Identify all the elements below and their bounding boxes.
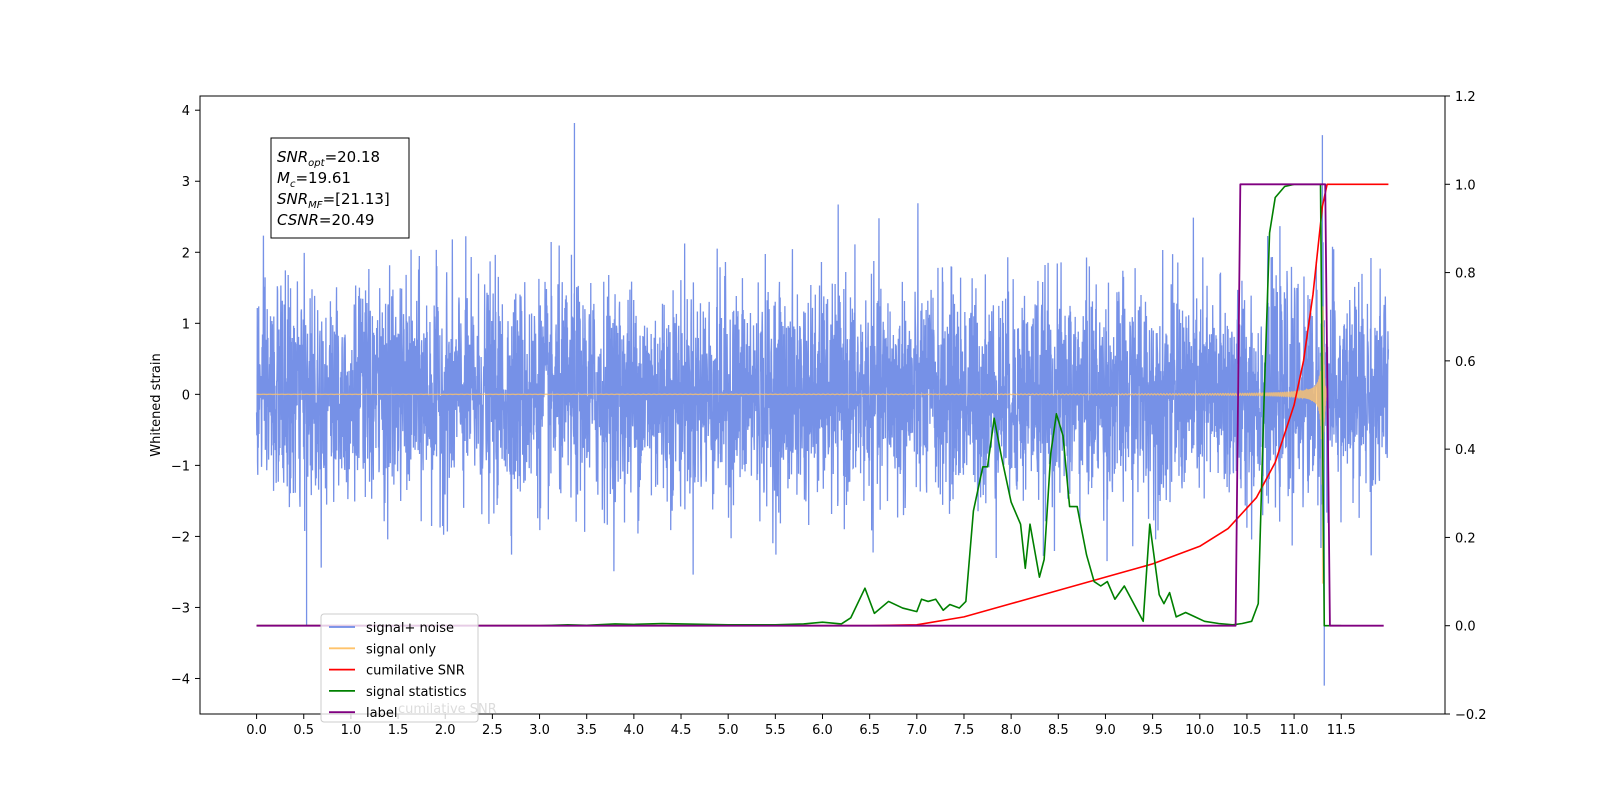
y-tick-label: −1 [171, 459, 190, 474]
y2-tick-label: 0.2 [1455, 531, 1476, 546]
y-tick-label: 0 [182, 388, 190, 403]
info-line: SNRMF=[21.13] [277, 190, 390, 211]
info-line-symbol: SNR [277, 148, 308, 166]
info-line-subscript: c [290, 179, 296, 190]
y2-tick-label: 0.0 [1455, 620, 1476, 635]
legend-entry-label: signal only [366, 642, 436, 657]
x-tick-label: 0.5 [293, 723, 314, 738]
y-tick-label: −3 [171, 601, 190, 616]
x-axis: 0.0 0.5 1.0 1.5 2.0 2.5 3.0 3.5 4.0 4.5 5.0 5.5 6.0 6… [246, 714, 1356, 738]
legend-entry-label: label [366, 706, 397, 721]
x-tick-label: 11.5 [1327, 723, 1356, 738]
y-tick-label: 3 [182, 175, 190, 190]
series-label [256, 183, 1384, 627]
x-tick-label: 7.5 [954, 723, 975, 738]
y-tick-label: −4 [171, 672, 190, 687]
x-tick-label: 1.0 [341, 723, 362, 738]
info-line-value: =20.49 [319, 211, 375, 229]
y-axis-left: 4 3 2 1 0 −1 −2 −3 −4 [171, 104, 200, 687]
x-tick-label: 4.0 [624, 723, 645, 738]
x-tick-label: 10.5 [1232, 723, 1261, 738]
x-tick-label: 2.0 [435, 723, 456, 738]
x-tick-label: 0.0 [246, 723, 267, 738]
info-line-symbol: M [277, 169, 290, 187]
x-tick-label: 6.5 [859, 723, 880, 738]
x-tick-label: 8.5 [1048, 723, 1069, 738]
legend-entry-label: cumilative SNR [366, 664, 465, 679]
y-tick-label: 2 [182, 246, 190, 261]
info-line-symbol: SNR [277, 190, 308, 208]
info-line: CSNR=20.49 [277, 211, 374, 229]
y2-tick-label: 0.8 [1455, 267, 1476, 282]
y2-tick-label: 1.0 [1455, 178, 1476, 193]
x-tick-label: 7.0 [906, 723, 927, 738]
series-signal-statistics [256, 183, 1342, 627]
x-tick-label: 9.5 [1142, 723, 1163, 738]
series-signal-noise [255, 122, 1390, 686]
legend-entry-label: signal statistics [366, 685, 467, 700]
info-line: SNRopt=20.18 [277, 148, 380, 169]
y2-tick-label: 1.2 [1455, 90, 1476, 105]
legend: cumilative SNR signal+ noise signal only cu… [320, 613, 497, 723]
legend-frame [320, 613, 479, 723]
x-tick-label: 9.0 [1095, 723, 1116, 738]
y-axis-right: 1.2 1.0 0.8 0.6 0.4 0.2 0.0 −0.2 [1445, 90, 1487, 723]
x-tick-label: 8.0 [1001, 723, 1022, 738]
info-line-value: =19.61 [295, 169, 351, 187]
x-tick-label: 11.0 [1280, 723, 1309, 738]
info-line-subscript: MF [308, 200, 323, 211]
y-tick-label: 1 [182, 317, 190, 332]
info-line-subscript: opt [308, 158, 325, 169]
x-tick-label: 10.0 [1185, 723, 1214, 738]
x-tick-label: 5.5 [765, 723, 786, 738]
series-signal-only [256, 306, 1328, 584]
series-cumulative-snr [256, 183, 1389, 627]
x-tick-label: 1.5 [388, 723, 409, 738]
info-line-value: =20.18 [325, 148, 381, 166]
info-annotation-box: SNRopt=20.18Mc=19.61SNRMF=[21.13]CSNR=20… [270, 137, 410, 239]
x-tick-label: 6.0 [812, 723, 833, 738]
info-line-symbol: CSNR [277, 211, 319, 229]
y2-tick-label: 0.6 [1455, 355, 1476, 370]
legend-entry-label: signal+ noise [366, 621, 454, 636]
y2-tick-label: −0.2 [1455, 708, 1487, 723]
y-axis-label: Whitened strain [149, 353, 164, 456]
y2-tick-label: 0.4 [1455, 443, 1476, 458]
x-tick-label: 2.5 [482, 723, 503, 738]
info-line-value: =[21.13] [323, 190, 390, 208]
info-line: Mc=19.61 [277, 169, 351, 190]
x-tick-label: 3.0 [529, 723, 550, 738]
y-tick-label: 4 [182, 104, 190, 119]
x-tick-label: 3.5 [576, 723, 597, 738]
series-layer [255, 122, 1390, 686]
y-tick-label: −2 [171, 530, 190, 545]
x-tick-label: 4.5 [671, 723, 692, 738]
x-tick-label: 5.0 [718, 723, 739, 738]
legend-ghost-text: cumilative SNR [398, 702, 497, 717]
